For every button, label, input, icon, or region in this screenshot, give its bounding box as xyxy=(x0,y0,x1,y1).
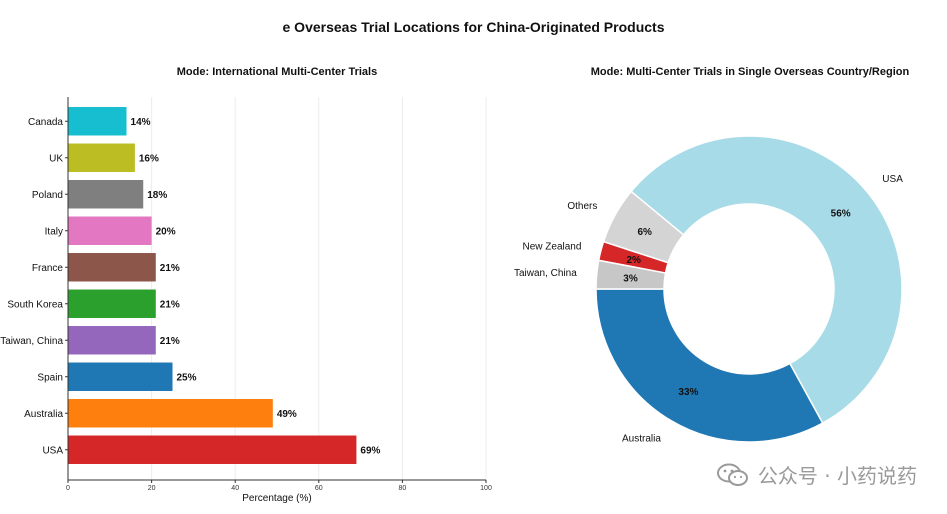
x-tick-label: 80 xyxy=(399,485,407,492)
wechat-icon xyxy=(716,463,748,486)
watermark: 公众号 · 小药说药 xyxy=(716,460,917,489)
bar-canada xyxy=(68,107,127,136)
donut-category-label: Others xyxy=(567,201,597,212)
x-tick-label: 0 xyxy=(66,485,70,492)
y-tick-label: USA xyxy=(42,445,63,456)
y-tick-label: Australia xyxy=(24,409,63,420)
x-axis-label: Percentage (%) xyxy=(242,493,311,504)
bar-france xyxy=(68,253,156,282)
x-tick-label: 60 xyxy=(315,485,323,492)
bar-taiwan-china xyxy=(68,326,156,355)
bar-value-label: 25% xyxy=(177,372,197,383)
donut-category-label: USA xyxy=(882,174,903,185)
donut-category-label: New Zealand xyxy=(523,241,582,252)
bar-italy xyxy=(68,216,152,245)
y-tick-label: France xyxy=(32,263,64,274)
bar-value-label: 69% xyxy=(360,445,380,456)
bar-spain xyxy=(68,362,173,391)
bar-value-label: 49% xyxy=(277,409,297,420)
y-tick-label: UK xyxy=(49,153,63,164)
y-tick-label: Taiwan, China xyxy=(0,336,63,347)
bar-chart-title: Mode: International Multi-Center Trials xyxy=(176,66,378,78)
donut-pct-label: 56% xyxy=(831,209,851,220)
y-tick-label: Canada xyxy=(28,117,63,128)
bar-south-korea xyxy=(68,289,156,318)
donut-category-label: Taiwan, China xyxy=(514,268,577,279)
bar-value-label: 18% xyxy=(147,190,167,201)
bar-value-label: 21% xyxy=(160,336,180,347)
bar-value-label: 16% xyxy=(139,153,159,164)
bar-usa xyxy=(68,435,357,464)
y-tick-label: South Korea xyxy=(7,299,63,310)
donut-pct-label: 33% xyxy=(678,387,698,398)
donut-pct-label: 3% xyxy=(623,273,638,284)
bar-poland xyxy=(68,180,144,209)
x-tick-label: 40 xyxy=(231,485,239,492)
donut-slice-australia xyxy=(595,288,824,443)
donut-chart-title: Mode: Multi-Center Trials in Single Over… xyxy=(590,66,910,78)
donut-pct-label: 6% xyxy=(637,227,652,238)
x-tick-label: 100 xyxy=(480,485,492,492)
bar-value-label: 14% xyxy=(131,117,151,128)
bar-value-label: 21% xyxy=(160,299,180,310)
donut-pct-label: 2% xyxy=(627,255,642,266)
bar-value-label: 21% xyxy=(160,263,180,274)
bar-australia xyxy=(68,399,273,428)
x-tick-label: 20 xyxy=(148,485,156,492)
donut-slice-usa xyxy=(630,135,903,425)
y-tick-label: Italy xyxy=(45,226,63,237)
figure-title: e Overseas Trial Locations for China-Ori… xyxy=(282,19,665,35)
donut-category-label: Australia xyxy=(622,433,661,444)
y-tick-label: Spain xyxy=(37,372,63,383)
y-tick-label: Poland xyxy=(32,190,63,201)
bar-value-label: 20% xyxy=(156,226,176,237)
watermark-text: 公众号 · 小药说药 xyxy=(757,464,917,488)
bar-uk xyxy=(68,143,135,172)
donut-slice-taiwan-china xyxy=(595,259,667,290)
